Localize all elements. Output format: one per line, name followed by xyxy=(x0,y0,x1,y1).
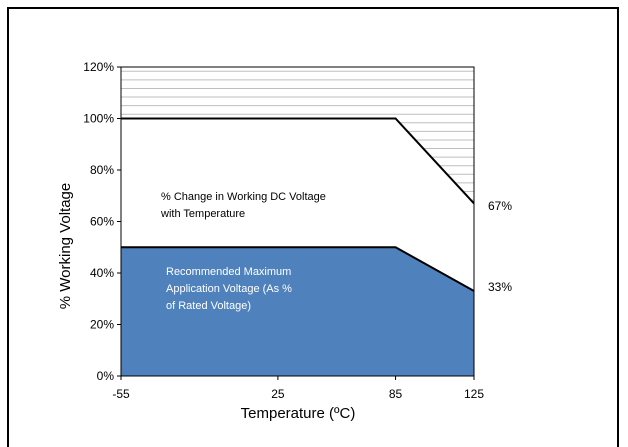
y-axis-label: % Working Voltage xyxy=(57,183,74,309)
working-voltage-annotation-line-1: % Change in Working DC Voltage xyxy=(161,191,326,203)
x-axis-label: Temperature (ºC) xyxy=(241,405,356,422)
x-tick-label: -55 xyxy=(112,387,130,401)
voltage-derating-chart: 0% 20% 40% 60% 80% 100% 120% -55 25 85 125 % Work… xyxy=(57,60,512,422)
upper-end-label: 67% xyxy=(488,199,512,213)
recommended-voltage-line xyxy=(121,246,475,292)
working-voltage-annotation-line-2: with Temperature xyxy=(160,208,245,220)
working-voltage-line xyxy=(121,117,475,205)
recommended-annotation-line-2: Application Voltage (As % xyxy=(166,283,292,295)
y-tick-label: 80% xyxy=(90,163,114,177)
y-tick-label: 60% xyxy=(90,215,114,229)
x-tick-label: 125 xyxy=(464,387,484,401)
y-tick-label: 100% xyxy=(83,112,114,126)
hatched-region xyxy=(121,70,474,201)
lower-end-label: 33% xyxy=(488,280,512,294)
x-tick-label: 85 xyxy=(389,387,403,401)
recommended-annotation-line-3: of Rated Voltage) xyxy=(166,300,251,312)
y-tick-label: 20% xyxy=(90,318,114,332)
x-tick-label: 25 xyxy=(271,387,285,401)
recommended-voltage-area xyxy=(121,247,474,376)
y-tick-label: 0% xyxy=(97,369,115,383)
chart-frame xyxy=(7,7,619,447)
y-tick-label: 40% xyxy=(90,266,114,280)
recommended-annotation-line-1: Recommended Maximum xyxy=(166,266,291,278)
y-tick-label: 120% xyxy=(83,60,114,74)
